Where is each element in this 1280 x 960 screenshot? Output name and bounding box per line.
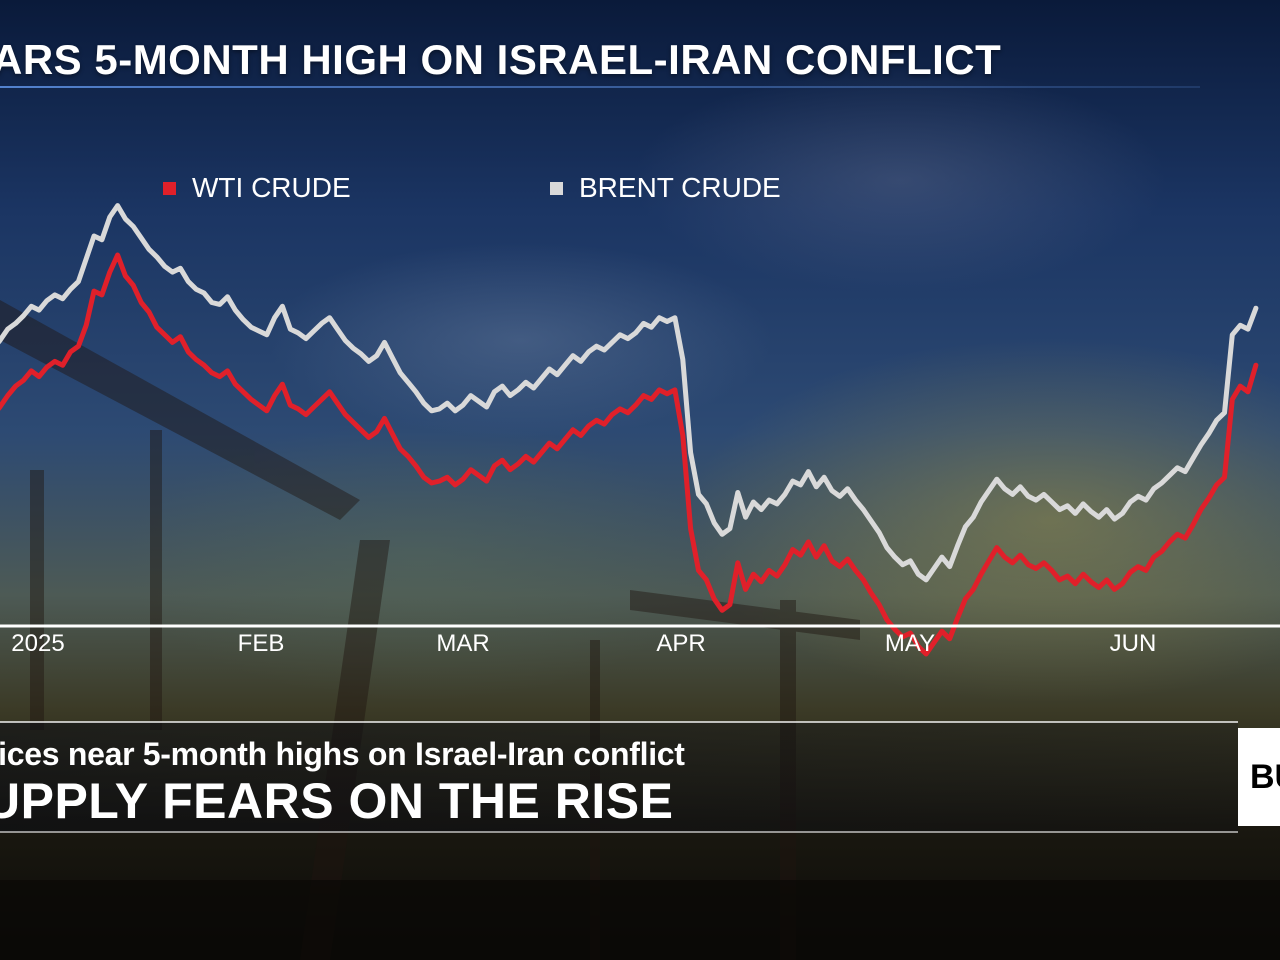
legend-wti: WTI CRUDE — [163, 172, 351, 204]
legend-wti-swatch — [163, 181, 176, 195]
x-tick-label-2025: 2025 — [11, 630, 64, 657]
lower-third-band — [0, 722, 1238, 832]
channel-logo: BU — [1238, 728, 1280, 826]
legend-brent-label: BRENT CRUDE — [579, 172, 781, 203]
lower-third-bottom-rule — [0, 831, 1238, 833]
lower-third-mainline: UPPLY FEARS ON THE RISE — [0, 773, 674, 829]
brent-series-line — [0, 203, 1259, 583]
legend-brent-swatch — [550, 181, 563, 195]
lower-third-top-rule — [0, 721, 1238, 723]
headline-underline — [0, 86, 1200, 88]
wti-series-line — [0, 252, 1259, 657]
x-tick-label-mar: MAR — [436, 630, 489, 657]
channel-logo-text: BU — [1250, 758, 1280, 796]
lower-third-subline: rices near 5-month highs on Israel-Iran … — [0, 736, 685, 772]
x-tick-label-feb: FEB — [238, 630, 285, 657]
legend-brent: BRENT CRUDE — [550, 172, 781, 204]
legend-wti-label: WTI CRUDE — [192, 172, 351, 203]
headline-banner: ARS 5-MONTH HIGH ON ISRAEL-IRAN CONFLICT — [0, 36, 1002, 83]
x-tick-label-may: MAY — [885, 630, 935, 657]
x-tick-label-jun: JUN — [1110, 630, 1157, 657]
x-tick-label-apr: APR — [656, 630, 705, 657]
